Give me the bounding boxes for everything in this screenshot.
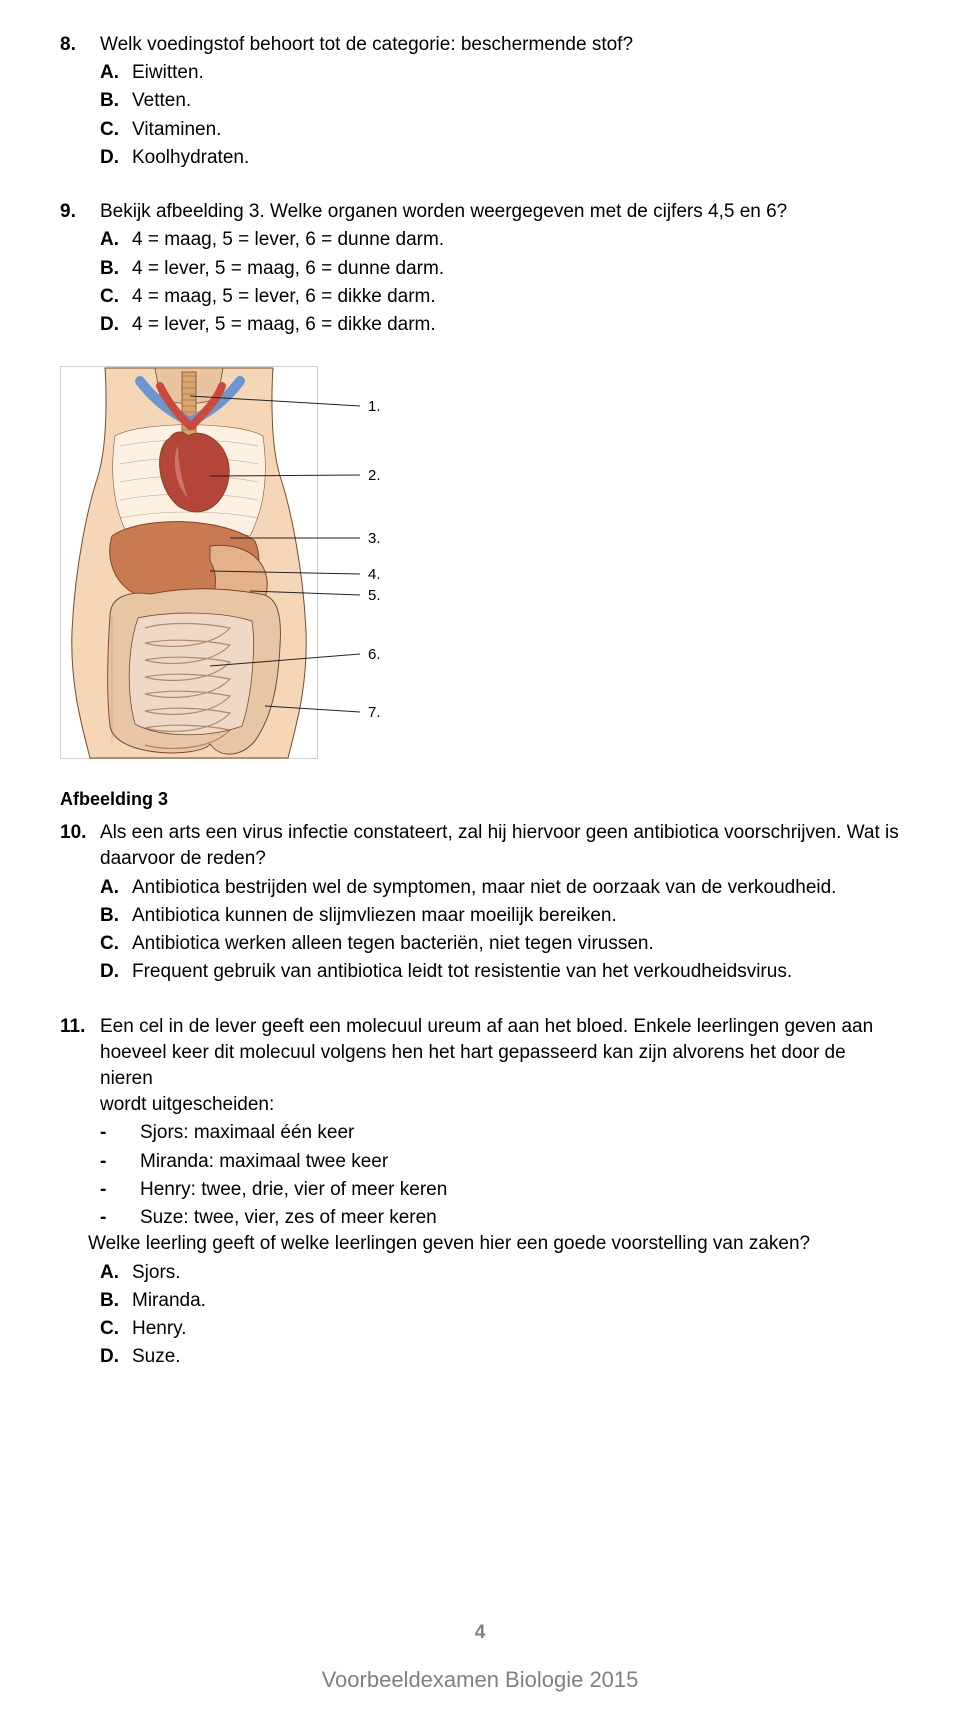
option-row: C. 4 = maag, 5 = lever, 6 = dikke darm. bbox=[100, 284, 900, 310]
dash-row: - Sjors: maximaal één keer bbox=[100, 1120, 900, 1146]
option-row: B. Miranda. bbox=[100, 1288, 900, 1314]
question-text: Als een arts een virus infectie constate… bbox=[100, 820, 900, 846]
option-row: D. Suze. bbox=[100, 1344, 900, 1370]
option-row: C. Antibiotica werken alleen tegen bacte… bbox=[100, 931, 900, 957]
dash-mark: - bbox=[100, 1177, 140, 1203]
dash-mark: - bbox=[100, 1120, 140, 1146]
option-row: A. Sjors. bbox=[100, 1260, 900, 1286]
option-row: D. Koolhydraten. bbox=[100, 145, 900, 171]
svg-text:6.: 6. bbox=[368, 646, 381, 663]
dash-text: Miranda: maximaal twee keer bbox=[140, 1149, 900, 1175]
sub-question: Welke leerling geeft of welke leerlingen… bbox=[88, 1231, 900, 1257]
dash-row: - Miranda: maximaal twee keer bbox=[100, 1149, 900, 1175]
question-number: 8. bbox=[60, 32, 100, 58]
dash-text: Sjors: maximaal één keer bbox=[140, 1120, 900, 1146]
option-row: A. Antibiotica bestrijden wel de symptom… bbox=[100, 875, 900, 901]
dash-row: - Suze: twee, vier, zes of meer keren bbox=[100, 1205, 900, 1231]
option-letter: A. bbox=[100, 227, 132, 253]
question-8: 8. Welk voedingstof behoort tot de categ… bbox=[60, 32, 900, 171]
option-row: C. Henry. bbox=[100, 1316, 900, 1342]
question-number: 11. bbox=[60, 1014, 100, 1040]
dash-text: Henry: twee, drie, vier of meer keren bbox=[140, 1177, 900, 1203]
option-text: Frequent gebruik van antibiotica leidt t… bbox=[132, 959, 900, 985]
svg-text:5.: 5. bbox=[368, 587, 381, 604]
dash-text: Suze: twee, vier, zes of meer keren bbox=[140, 1205, 900, 1231]
figure-3: 1. 2. 3. 4. 5. 6. 7. Afbeelding 3 bbox=[60, 366, 900, 812]
option-letter: B. bbox=[100, 256, 132, 282]
option-text: 4 = lever, 5 = maag, 6 = dunne darm. bbox=[132, 256, 900, 282]
option-text: Sjors. bbox=[132, 1260, 900, 1286]
option-row: B. Vetten. bbox=[100, 88, 900, 114]
svg-text:1.: 1. bbox=[368, 398, 381, 415]
svg-text:4.: 4. bbox=[368, 566, 381, 583]
question-row: 9. Bekijk afbeelding 3. Welke organen wo… bbox=[60, 199, 900, 225]
page-number: 4 bbox=[60, 1620, 900, 1646]
option-row: A. 4 = maag, 5 = lever, 6 = dunne darm. bbox=[100, 227, 900, 253]
question-text: Bekijk afbeelding 3. Welke organen worde… bbox=[100, 199, 900, 225]
anatomy-diagram: 1. 2. 3. 4. 5. 6. 7. bbox=[60, 366, 403, 759]
option-letter: D. bbox=[100, 312, 132, 338]
option-letter: C. bbox=[100, 1316, 132, 1342]
footer-text: Voorbeeldexamen Biologie 2015 bbox=[60, 1665, 900, 1695]
question-row: 11. Een cel in de lever geeft een molecu… bbox=[60, 1014, 900, 1040]
question-row: 8. Welk voedingstof behoort tot de categ… bbox=[60, 32, 900, 58]
dash-mark: - bbox=[100, 1149, 140, 1175]
option-text: Vitaminen. bbox=[132, 117, 900, 143]
option-text: 4 = maag, 5 = lever, 6 = dunne darm. bbox=[132, 227, 900, 253]
option-letter: B. bbox=[100, 88, 132, 114]
option-text: Vetten. bbox=[132, 88, 900, 114]
option-text: Miranda. bbox=[132, 1288, 900, 1314]
svg-text:7.: 7. bbox=[368, 704, 381, 721]
option-row: B. 4 = lever, 5 = maag, 6 = dunne darm. bbox=[100, 256, 900, 282]
question-11: 11. Een cel in de lever geeft een molecu… bbox=[60, 1014, 900, 1371]
question-text-cont: hoeveel keer dit molecuul volgens hen he… bbox=[100, 1040, 900, 1092]
figure-caption: Afbeelding 3 bbox=[60, 787, 900, 812]
option-row: A. Eiwitten. bbox=[100, 60, 900, 86]
option-text: Suze. bbox=[132, 1344, 900, 1370]
question-text: Welk voedingstof behoort tot de categori… bbox=[100, 32, 900, 58]
option-text: Henry. bbox=[132, 1316, 900, 1342]
option-row: C. Vitaminen. bbox=[100, 117, 900, 143]
option-row: D. 4 = lever, 5 = maag, 6 = dikke darm. bbox=[100, 312, 900, 338]
question-text-cont: wordt uitgescheiden: bbox=[100, 1092, 900, 1118]
option-row: D. Frequent gebruik van antibiotica leid… bbox=[100, 959, 900, 985]
option-letter: A. bbox=[100, 60, 132, 86]
option-text: Eiwitten. bbox=[132, 60, 900, 86]
question-text: Een cel in de lever geeft een molecuul u… bbox=[100, 1014, 900, 1040]
option-text: 4 = lever, 5 = maag, 6 = dikke darm. bbox=[132, 312, 900, 338]
option-text: Koolhydraten. bbox=[132, 145, 900, 171]
question-number: 10. bbox=[60, 820, 100, 846]
option-letter: C. bbox=[100, 117, 132, 143]
option-text: 4 = maag, 5 = lever, 6 = dikke darm. bbox=[132, 284, 900, 310]
svg-text:2.: 2. bbox=[368, 467, 381, 484]
question-text-cont: daarvoor de reden? bbox=[100, 846, 900, 872]
dash-mark: - bbox=[100, 1205, 140, 1231]
option-text: Antibiotica werken alleen tegen bacterië… bbox=[132, 931, 900, 957]
option-letter: B. bbox=[100, 903, 132, 929]
option-text: Antibiotica kunnen de slijmvliezen maar … bbox=[132, 903, 900, 929]
option-letter: D. bbox=[100, 145, 132, 171]
option-letter: D. bbox=[100, 1344, 132, 1370]
question-9: 9. Bekijk afbeelding 3. Welke organen wo… bbox=[60, 199, 900, 338]
option-letter: C. bbox=[100, 284, 132, 310]
option-letter: C. bbox=[100, 931, 132, 957]
question-number: 9. bbox=[60, 199, 100, 225]
question-10: 10. Als een arts een virus infectie cons… bbox=[60, 820, 900, 985]
option-row: B. Antibiotica kunnen de slijmvliezen ma… bbox=[100, 903, 900, 929]
option-text: Antibiotica bestrijden wel de symptomen,… bbox=[132, 875, 900, 901]
question-row: 10. Als een arts een virus infectie cons… bbox=[60, 820, 900, 846]
option-letter: A. bbox=[100, 1260, 132, 1286]
dash-row: - Henry: twee, drie, vier of meer keren bbox=[100, 1177, 900, 1203]
option-letter: B. bbox=[100, 1288, 132, 1314]
option-letter: A. bbox=[100, 875, 132, 901]
svg-text:3.: 3. bbox=[368, 530, 381, 547]
option-letter: D. bbox=[100, 959, 132, 985]
